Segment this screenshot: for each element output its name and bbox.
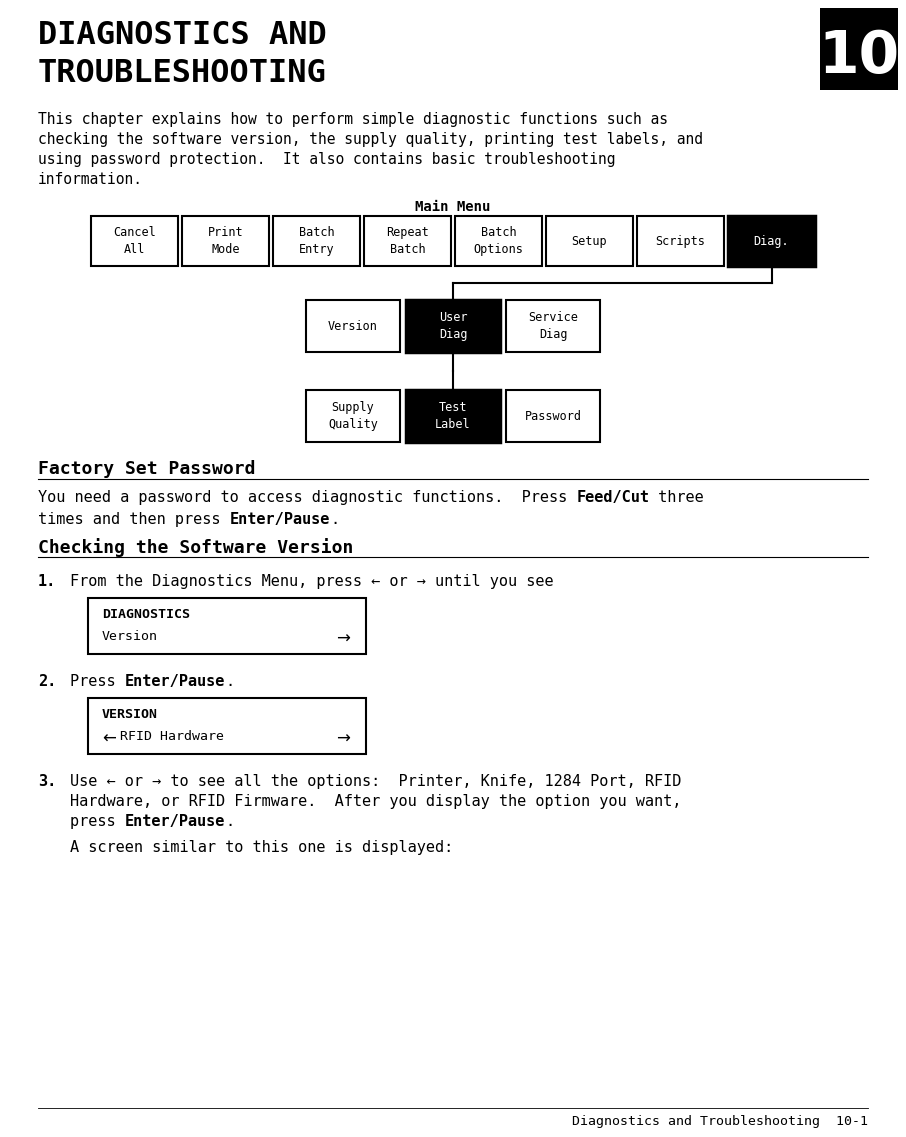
Text: →: → (336, 630, 350, 648)
Text: This chapter explains how to perform simple diagnostic functions such as: This chapter explains how to perform sim… (38, 113, 668, 127)
Text: Version: Version (102, 630, 158, 644)
Text: Service
Diag: Service Diag (528, 312, 578, 341)
Text: ←: ← (102, 730, 116, 748)
Bar (455, 216, 542, 266)
Text: A screen similar to this one is displayed:: A screen similar to this one is displaye… (70, 840, 453, 855)
Bar (820, 8, 898, 90)
Bar (546, 216, 633, 266)
Text: Setup: Setup (572, 234, 607, 248)
Text: Version: Version (328, 319, 378, 332)
Text: 2.: 2. (38, 674, 56, 689)
Text: VERSION: VERSION (102, 708, 158, 721)
Text: Enter/Pause: Enter/Pause (125, 814, 225, 829)
Bar (306, 390, 400, 442)
Text: Hardware, or RFID Firmware.  After you display the option you want,: Hardware, or RFID Firmware. After you di… (70, 794, 681, 810)
Text: .: . (225, 674, 235, 689)
Bar (88, 698, 366, 754)
Text: 1.: 1. (38, 574, 56, 589)
Text: Checking the Software Version: Checking the Software Version (38, 538, 353, 557)
Text: checking the software version, the supply quality, printing test labels, and: checking the software version, the suppl… (38, 132, 703, 147)
Text: Diagnostics and Troubleshooting  10-1: Diagnostics and Troubleshooting 10-1 (572, 1115, 868, 1128)
Bar (637, 216, 724, 266)
Text: using password protection.  It also contains basic troubleshooting: using password protection. It also conta… (38, 152, 615, 167)
Bar (506, 390, 600, 442)
Text: Factory Set Password: Factory Set Password (38, 460, 255, 478)
Text: three: three (650, 490, 704, 505)
Bar (273, 216, 360, 266)
Bar (91, 216, 178, 266)
Bar (306, 300, 400, 352)
Bar (406, 300, 500, 352)
Text: Print
Mode: Print Mode (207, 226, 244, 256)
Text: You need a password to access diagnostic functions.  Press: You need a password to access diagnostic… (38, 490, 576, 505)
Text: Feed/Cut: Feed/Cut (576, 490, 650, 505)
Text: Press: Press (70, 674, 125, 689)
Text: User
Diag: User Diag (439, 312, 467, 341)
Text: Diag.: Diag. (754, 234, 789, 248)
Text: Main Menu: Main Menu (415, 200, 491, 214)
Text: 3.: 3. (38, 774, 56, 789)
Text: TROUBLESHOOTING: TROUBLESHOOTING (38, 58, 327, 89)
Bar (506, 300, 600, 352)
Text: Use ← or → to see all the options:  Printer, Knife, 1284 Port, RFID: Use ← or → to see all the options: Print… (70, 774, 681, 789)
Text: Batch
Entry: Batch Entry (299, 226, 334, 256)
Text: DIAGNOSTICS: DIAGNOSTICS (102, 608, 190, 621)
Text: Batch
Options: Batch Options (474, 226, 524, 256)
Text: 10: 10 (818, 27, 900, 84)
Text: press: press (70, 814, 125, 829)
Text: Scripts: Scripts (656, 234, 706, 248)
Text: DIAGNOSTICS AND: DIAGNOSTICS AND (38, 20, 327, 51)
Bar (406, 390, 500, 442)
Text: .: . (225, 814, 235, 829)
Bar (364, 216, 451, 266)
Text: Password: Password (525, 409, 582, 423)
Text: information.: information. (38, 172, 143, 186)
Text: Enter/Pause: Enter/Pause (229, 512, 330, 528)
Text: RFID Hardware: RFID Hardware (120, 730, 224, 742)
Text: .: . (330, 512, 339, 528)
Text: Supply
Quality: Supply Quality (328, 401, 378, 431)
Text: Test
Label: Test Label (435, 401, 471, 431)
Text: Enter/Pause: Enter/Pause (125, 674, 225, 689)
Bar (182, 216, 269, 266)
Text: →: → (336, 730, 350, 748)
Bar (88, 598, 366, 654)
Bar (728, 216, 815, 266)
Text: From the Diagnostics Menu, press ← or → until you see: From the Diagnostics Menu, press ← or → … (70, 574, 554, 589)
Text: times and then press: times and then press (38, 512, 229, 528)
Text: Repeat
Batch: Repeat Batch (386, 226, 429, 256)
Text: Cancel
All: Cancel All (113, 226, 156, 256)
